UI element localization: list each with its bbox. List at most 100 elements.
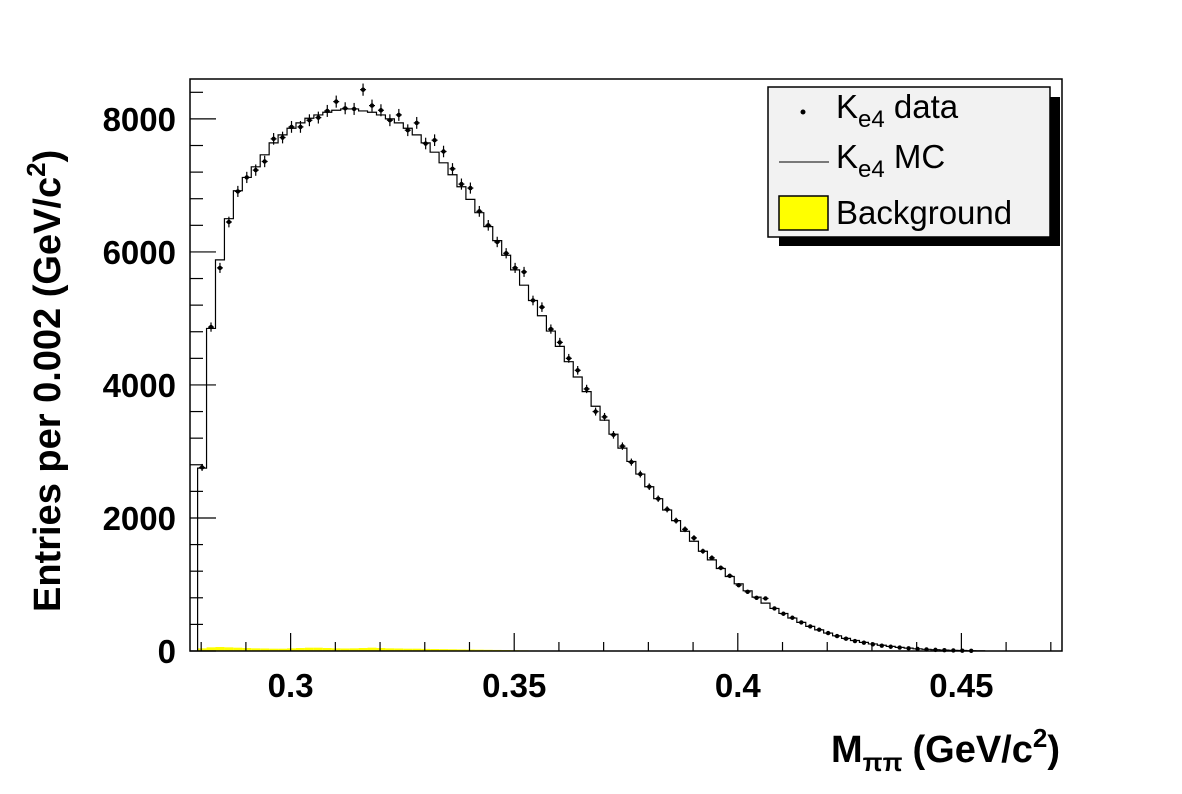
data-point	[735, 582, 742, 588]
data-point	[199, 463, 206, 471]
data-point	[431, 134, 438, 147]
data-point-marker	[772, 606, 777, 611]
data-point-marker	[503, 251, 509, 256]
data-point-marker	[512, 265, 518, 271]
background-bin	[430, 649, 440, 651]
data-point	[556, 337, 563, 347]
background-bin	[331, 648, 341, 651]
data-point	[225, 216, 232, 228]
data-point	[726, 573, 733, 579]
x-tick-label: 0.45	[929, 667, 993, 704]
data-point	[601, 412, 608, 421]
data-point-marker	[477, 209, 482, 214]
data-point	[753, 595, 760, 600]
data-point-marker	[378, 108, 384, 113]
data-point	[216, 262, 223, 273]
data-point	[664, 506, 671, 513]
data-point-marker	[781, 611, 786, 616]
background-bin	[206, 647, 216, 651]
background-bin	[304, 647, 314, 651]
data-point	[628, 458, 635, 466]
data-point	[342, 102, 349, 115]
data-point	[619, 442, 626, 450]
background-bin	[358, 648, 368, 651]
data-point-marker	[682, 527, 688, 532]
data-point	[888, 644, 893, 649]
data-point-marker	[557, 340, 563, 345]
data-point	[637, 470, 644, 478]
background-bin	[287, 648, 296, 651]
legend-label-background: Background	[836, 194, 1012, 231]
data-point-marker	[638, 471, 643, 477]
data-point-marker	[244, 175, 249, 180]
data-point-marker	[763, 596, 768, 601]
x-tick-label: 0.4	[715, 667, 762, 704]
data-point	[690, 535, 697, 541]
data-point-marker	[834, 633, 840, 639]
y-tick-label: 0	[158, 633, 176, 670]
data-point	[261, 155, 268, 168]
data-point-marker	[575, 368, 580, 373]
y-tick-label: 2000	[103, 500, 176, 537]
data-point	[485, 220, 492, 231]
data-point	[565, 353, 572, 363]
data-point	[306, 114, 313, 127]
background-bin	[242, 648, 252, 651]
data-point	[816, 627, 823, 632]
data-point-marker	[316, 115, 321, 120]
data-point-marker	[369, 103, 375, 108]
data-point	[699, 548, 706, 554]
data-point-marker	[727, 573, 732, 579]
data-point-marker	[360, 87, 366, 92]
data-point	[834, 633, 841, 639]
data-point	[825, 630, 832, 636]
data-point	[655, 495, 662, 502]
data-point-marker	[629, 459, 634, 465]
data-point-marker	[664, 507, 670, 512]
data-point	[897, 645, 902, 650]
y-tick-label: 8000	[103, 101, 176, 138]
data-point-marker	[226, 219, 232, 225]
data-point-marker	[208, 324, 214, 330]
background-bin	[439, 649, 449, 651]
data-point-marker	[906, 646, 911, 651]
background-bin	[340, 648, 350, 651]
background-bin	[385, 648, 395, 651]
data-point	[744, 589, 751, 595]
y-axis-ticks: 0 2000 4000 6000 8000	[103, 91, 216, 670]
data-point-marker	[790, 615, 795, 620]
data-point	[807, 624, 814, 629]
data-point-marker	[405, 128, 410, 133]
data-point-marker	[450, 166, 455, 171]
data-point-marker	[539, 304, 545, 310]
data-point	[377, 104, 384, 117]
data-point-marker	[897, 645, 902, 650]
data-point	[234, 185, 241, 197]
data-point-marker	[745, 589, 750, 595]
data-point-marker	[414, 120, 419, 126]
data-point-marker	[253, 167, 258, 173]
data-point-marker	[325, 108, 330, 114]
data-point	[422, 137, 429, 150]
data-point	[458, 178, 465, 190]
data-point-marker	[808, 624, 813, 629]
background-bin	[394, 648, 404, 651]
background-bin	[260, 648, 270, 651]
data-point	[852, 638, 858, 644]
data-point	[413, 116, 420, 129]
data-point-marker	[799, 620, 804, 625]
data-point	[673, 517, 680, 524]
legend-label-data: Ke4 data	[836, 88, 959, 133]
legend-background-swatch	[778, 195, 829, 231]
data-point-marker	[879, 643, 884, 648]
data-point	[270, 133, 277, 145]
data-point	[906, 646, 911, 651]
data-point-marker	[530, 298, 536, 303]
background-bin	[322, 648, 332, 651]
data-point-marker	[307, 118, 312, 123]
data-point	[324, 104, 331, 117]
data-point	[538, 302, 545, 312]
data-point	[208, 322, 215, 332]
background-bin	[403, 648, 413, 651]
